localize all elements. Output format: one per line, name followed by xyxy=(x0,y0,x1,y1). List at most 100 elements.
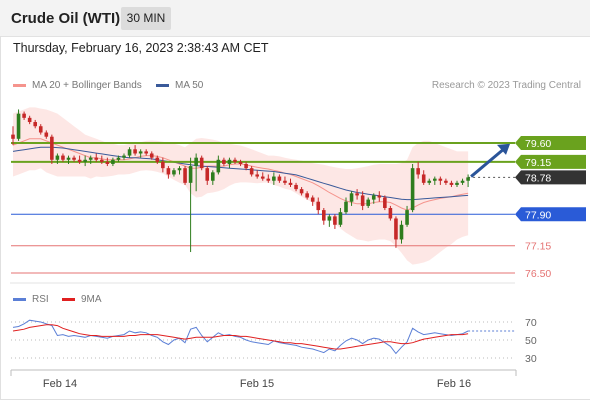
candle-body xyxy=(327,216,332,221)
instrument-title: Crude Oil (WTI) xyxy=(11,10,121,27)
candle xyxy=(305,191,309,200)
candle-body xyxy=(127,149,132,156)
candle-body xyxy=(105,161,110,164)
candle xyxy=(133,145,137,156)
candle-body xyxy=(388,208,393,219)
candle-body xyxy=(294,184,298,190)
candle-body xyxy=(421,174,426,183)
candle xyxy=(316,197,321,215)
candle-body xyxy=(249,168,254,175)
timestamp: Thursday, February 16, 2023 2:38:43 AM C… xyxy=(13,41,269,55)
candle xyxy=(155,155,160,164)
candle xyxy=(344,197,348,215)
candle-body xyxy=(133,149,137,154)
candle-body xyxy=(355,193,359,196)
candle xyxy=(27,115,32,125)
price-level-label: 76.50 xyxy=(525,268,551,280)
candle-body xyxy=(333,216,337,225)
9ma-swatch xyxy=(62,297,75,301)
candle-body xyxy=(83,159,87,162)
candle xyxy=(227,157,232,169)
price-tag-resistance xyxy=(515,136,586,150)
candle-body xyxy=(360,195,365,206)
price-level-label: 78.78 xyxy=(525,172,551,184)
candle xyxy=(44,130,49,139)
candle-body xyxy=(438,178,443,181)
candle xyxy=(355,189,359,200)
candle xyxy=(88,155,93,164)
candle-body xyxy=(322,210,326,221)
candle xyxy=(116,155,121,162)
legend-label-ma50: MA 50 xyxy=(175,80,204,91)
candle-body xyxy=(255,174,259,177)
candle xyxy=(327,214,332,227)
candle-body xyxy=(299,189,304,194)
forecast-arrow-shaft xyxy=(470,147,505,178)
candle-body xyxy=(27,117,32,123)
candle xyxy=(161,157,165,173)
rsi-swatch xyxy=(13,297,26,301)
candle-body xyxy=(166,168,171,175)
candle xyxy=(371,193,376,204)
candle-body xyxy=(183,168,187,183)
candle xyxy=(127,147,132,158)
candle-body xyxy=(283,180,287,183)
candle-body xyxy=(161,161,165,169)
candle xyxy=(449,180,454,188)
candle-body xyxy=(138,151,143,154)
legend-label-rsi: RSI xyxy=(32,294,49,305)
candle xyxy=(11,126,15,146)
candle-body xyxy=(11,134,15,139)
candle-body xyxy=(266,178,271,181)
candle xyxy=(16,109,21,141)
candle xyxy=(199,155,204,171)
candle-body xyxy=(155,157,160,162)
candle xyxy=(266,174,271,183)
candle xyxy=(216,155,221,175)
candle-body xyxy=(16,113,21,139)
candle xyxy=(438,176,443,185)
candle-body xyxy=(310,197,315,202)
candle xyxy=(466,174,470,188)
candle-body xyxy=(33,122,37,127)
price-level-label: 79.60 xyxy=(525,138,551,150)
candle xyxy=(433,176,437,185)
candle xyxy=(399,220,404,244)
candle-body xyxy=(383,197,387,208)
candle-body xyxy=(455,182,459,185)
candle xyxy=(211,170,215,185)
candle xyxy=(421,170,426,185)
candle-body xyxy=(50,136,54,160)
candle xyxy=(388,205,393,221)
price-level-label: 77.90 xyxy=(525,209,551,221)
candle xyxy=(149,151,154,160)
candle-body xyxy=(205,168,210,181)
candle-body xyxy=(61,155,65,160)
candle xyxy=(166,166,171,179)
candle xyxy=(244,161,248,171)
rsi-tick-label: 50 xyxy=(525,335,537,347)
candle-body xyxy=(199,157,204,169)
candle xyxy=(33,119,37,129)
candle xyxy=(83,155,87,167)
candle xyxy=(233,157,237,164)
candle xyxy=(277,174,282,183)
candle xyxy=(183,166,187,185)
candle-body xyxy=(94,157,99,160)
candle-body xyxy=(72,157,76,160)
candle xyxy=(427,178,432,185)
candle-body xyxy=(100,159,104,162)
candle xyxy=(310,195,315,206)
tab-interval[interactable]: 30 MIN xyxy=(121,7,171,30)
candle-body xyxy=(55,155,60,160)
candle-body xyxy=(444,180,448,183)
candle-body xyxy=(216,159,221,173)
candle xyxy=(383,195,387,211)
candle xyxy=(55,153,60,164)
candle-body xyxy=(88,157,93,160)
candle xyxy=(61,153,65,162)
price-level-label: 79.15 xyxy=(525,157,551,169)
candle-body xyxy=(44,132,49,137)
price-level-label: 77.15 xyxy=(525,241,551,253)
